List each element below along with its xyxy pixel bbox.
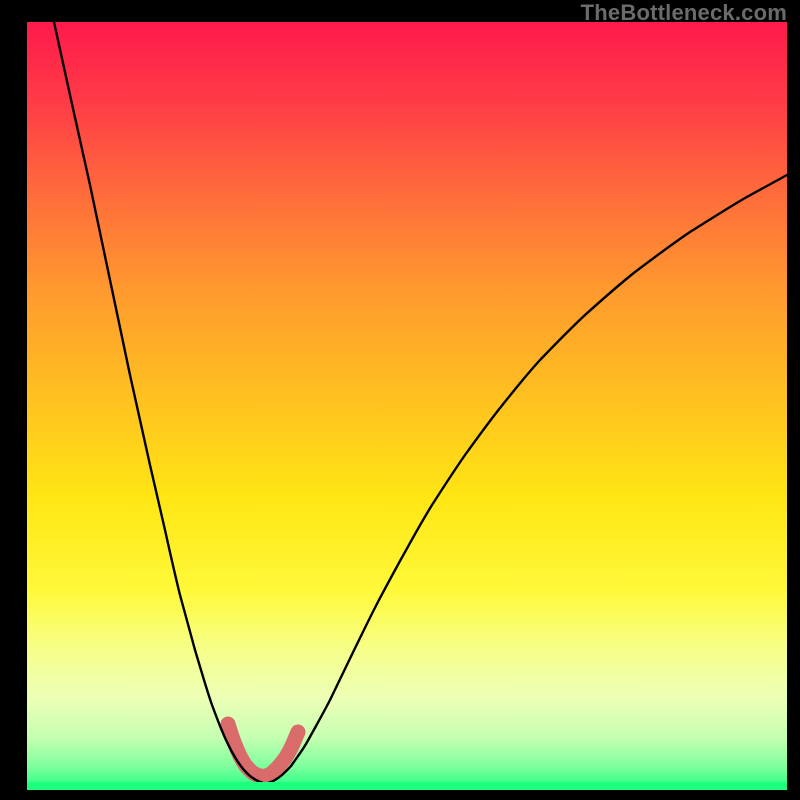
bottom-green-strip <box>27 782 787 790</box>
curve-layer <box>0 0 800 800</box>
bottleneck-curve <box>54 22 787 783</box>
watermark-text: TheBottleneck.com <box>581 0 787 26</box>
watermark-label: TheBottleneck.com <box>581 0 787 25</box>
chart-frame: TheBottleneck.com <box>0 0 800 800</box>
